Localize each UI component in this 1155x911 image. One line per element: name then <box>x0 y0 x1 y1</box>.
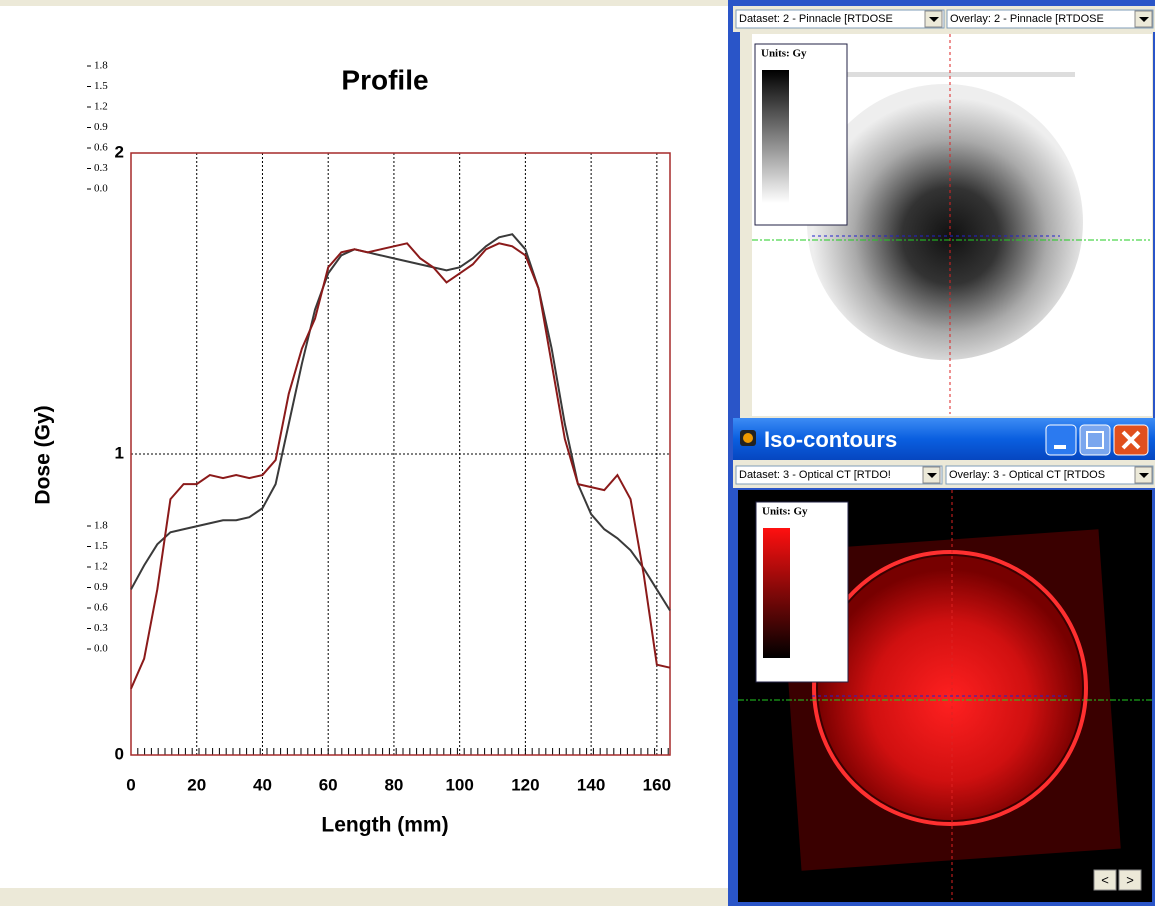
x-tick-label: 20 <box>187 775 206 794</box>
colorbar-label: 0.0 <box>94 183 108 195</box>
units-label: Units: Gy <box>761 48 807 60</box>
colorbar-label: 1.8 <box>94 520 108 532</box>
y-tick-label: 2 <box>115 142 124 161</box>
nav-label: < <box>1101 872 1109 887</box>
frame-strip <box>0 0 728 6</box>
nav-label: > <box>1126 872 1134 887</box>
colorbar-label: 0.3 <box>94 622 108 634</box>
colorbar-label: 0.9 <box>94 581 108 593</box>
units-label: Units: Gy <box>762 506 808 518</box>
window-title: Iso-contours <box>764 427 897 452</box>
data-line <box>131 243 670 688</box>
y-tick-label: 0 <box>115 744 124 763</box>
x-tick-label: 160 <box>643 775 671 794</box>
overlay-label: Overlay: 3 - Optical CT [RTDOS <box>949 469 1105 481</box>
colorbar-label: 0.9 <box>94 121 108 133</box>
colorbar-label: 0.6 <box>94 142 108 154</box>
dataset-dropdown[interactable]: Dataset: 2 - Pinnacle [RTDOSE <box>736 10 944 28</box>
screen: Profile Length (mm) Dose (Gy) 0204060801… <box>0 0 1155 906</box>
frame-strip <box>0 888 728 906</box>
colorbar-label: 0.0 <box>94 643 108 655</box>
colorbar-label: 0.3 <box>94 162 108 174</box>
chart-title: Profile <box>341 64 428 95</box>
colorbar-label: 1.8 <box>94 60 108 72</box>
x-tick-label: 0 <box>126 775 135 794</box>
x-tick-label: 80 <box>384 775 403 794</box>
x-tick-label: 100 <box>445 775 473 794</box>
y-axis-label: Dose (Gy) <box>32 405 55 504</box>
colorbar-gradient <box>762 70 789 203</box>
dose-distribution <box>807 84 1083 360</box>
colorbar-label: 1.2 <box>94 101 108 113</box>
artifact <box>845 72 1075 77</box>
colorbar-label: 1.5 <box>94 80 108 92</box>
x-tick-label: 40 <box>253 775 272 794</box>
dose-distribution <box>818 556 1082 820</box>
overlay-dropdown[interactable]: Overlay: 2 - Pinnacle [RTDOSE <box>947 10 1153 28</box>
overlay-label: Overlay: 2 - Pinnacle [RTDOSE <box>950 13 1104 25</box>
data-line <box>131 234 670 610</box>
dataset-label: Dataset: 2 - Pinnacle [RTDOSE <box>739 13 893 25</box>
y-tick-label: 1 <box>115 443 124 462</box>
x-tick-label: 60 <box>319 775 338 794</box>
colorbar-label: 0.6 <box>94 602 108 614</box>
overlay-dropdown[interactable]: Overlay: 3 - Optical CT [RTDOS <box>946 466 1153 484</box>
colorbar-label: 1.5 <box>94 540 108 552</box>
dataset-label: Dataset: 3 - Optical CT [RTDO! <box>739 469 891 481</box>
x-tick-label: 120 <box>511 775 539 794</box>
colorbar-gradient <box>763 528 790 658</box>
minimize-button[interactable] <box>1046 425 1076 455</box>
x-axis-label: Length (mm) <box>321 814 448 837</box>
colorbar-label: 1.2 <box>94 561 108 573</box>
nav-next[interactable]: > <box>1119 870 1141 890</box>
x-tick-label: 140 <box>577 775 605 794</box>
dataset-dropdown[interactable]: Dataset: 3 - Optical CT [RTDO! <box>736 466 942 484</box>
maximize-button[interactable] <box>1080 425 1110 455</box>
nav-prev[interactable]: < <box>1094 870 1116 890</box>
